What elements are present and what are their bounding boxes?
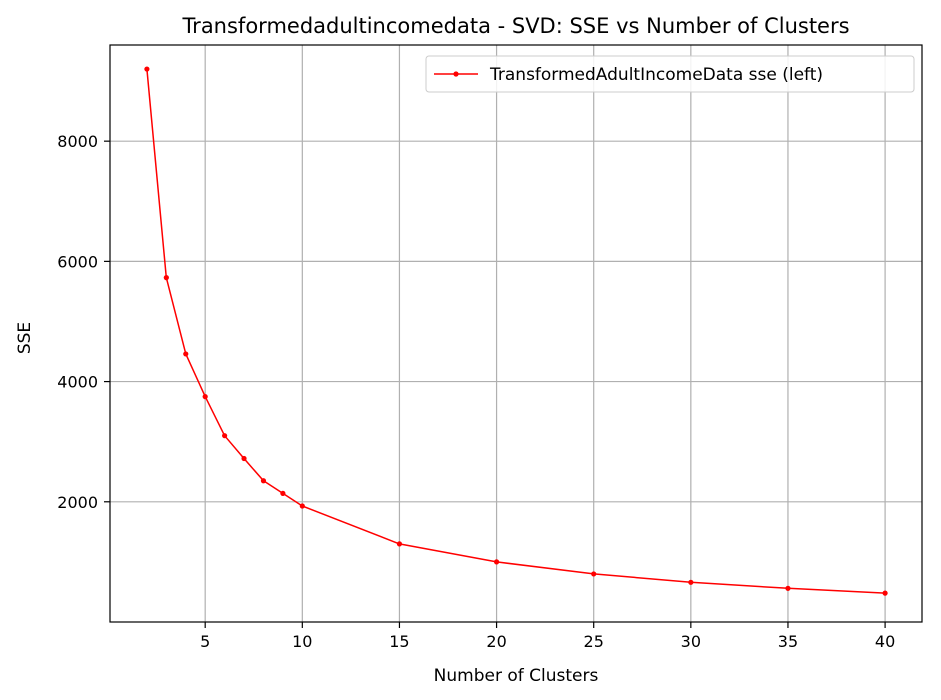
legend-marker-swatch	[453, 71, 459, 77]
chart-title: Transformedadultincomedata - SVD: SSE vs…	[181, 14, 849, 38]
data-point	[183, 351, 189, 357]
legend-box	[425, 55, 915, 93]
x-tick-label: 30	[681, 632, 701, 651]
x-tick-label: 20	[486, 632, 506, 651]
data-point	[222, 433, 228, 439]
data-point	[202, 394, 208, 400]
data-point	[260, 478, 267, 484]
legend: TransformedAdultIncomeData sse (left)	[425, 55, 915, 93]
series-layer	[144, 66, 888, 596]
x-tick-label: 40	[875, 632, 895, 651]
data-point	[688, 579, 694, 585]
legend-entry-label: TransformedAdultIncomeData sse (left)	[489, 65, 823, 85]
data-point	[299, 503, 305, 509]
y-tick-label: 4000	[57, 373, 98, 392]
data-point	[493, 559, 500, 565]
y-tick-label: 2000	[57, 493, 98, 512]
data-point	[591, 571, 597, 577]
x-tick-label: 25	[584, 632, 604, 651]
y-tick-label: 6000	[57, 252, 98, 271]
x-tick-label: 10	[292, 632, 312, 651]
x-axis-label: Number of Clusters	[434, 666, 599, 686]
grid	[110, 45, 922, 622]
y-tick-label: 8000	[57, 132, 98, 151]
data-point	[785, 585, 791, 591]
data-point	[144, 66, 150, 72]
data-point	[882, 590, 888, 596]
plot-frame	[109, 44, 923, 623]
axis-ticks: 5 10 15 20 25 30 35 40 2000 4000 6000 8000	[57, 132, 895, 651]
data-point	[241, 455, 247, 462]
x-tick-label: 5	[200, 632, 210, 651]
data-point	[163, 275, 169, 281]
x-tick-label: 35	[778, 632, 798, 651]
data-point	[280, 490, 286, 496]
y-axis-label: SSE	[15, 322, 35, 354]
x-tick-label: 15	[389, 632, 409, 651]
data-point	[396, 541, 403, 547]
